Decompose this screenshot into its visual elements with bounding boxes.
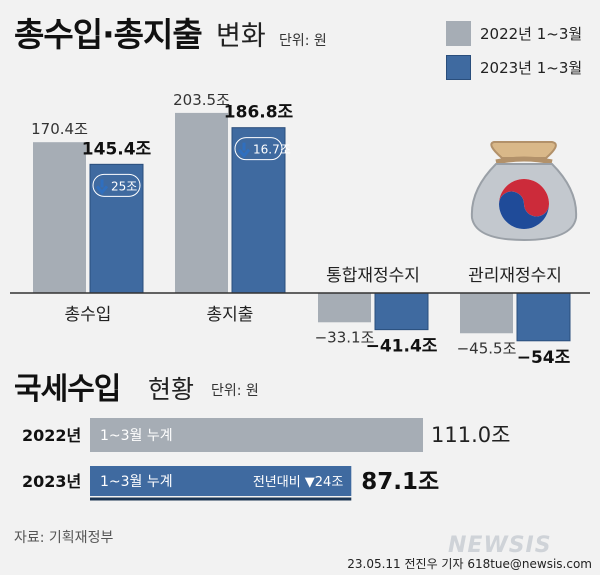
- legend-label-2023: 2023년 1~3월: [480, 59, 583, 77]
- change-label: 16.7조: [253, 143, 291, 157]
- tax-value-label: 111.0조: [431, 423, 510, 447]
- change-pill: [234, 137, 283, 161]
- bar-2023-0: [89, 163, 144, 294]
- tax-change-note: 전년대비 ▼24조: [253, 475, 344, 490]
- bar-2022-1: [175, 112, 228, 293]
- value-label-2022: 170.4조: [31, 120, 88, 138]
- value-label-2023: 145.4조: [82, 139, 152, 159]
- tax-year-label: 2023년: [22, 472, 81, 491]
- source-note: 자료: 기획재정부: [14, 530, 114, 546]
- legend-swatch-2023: [446, 55, 471, 80]
- legend-swatch-2022: [446, 21, 471, 46]
- down-arrow-icon: [95, 179, 109, 195]
- money-bag-icon: [470, 141, 578, 242]
- value-label-2023: −41.4조: [366, 337, 438, 357]
- bar-2022-3: [460, 293, 513, 334]
- value-label-2022: 203.5조: [173, 91, 230, 109]
- tax-unit-label: 단위: 원: [211, 383, 259, 399]
- newsis-watermark: NEWSIS: [448, 533, 552, 558]
- bar-2022-2: [318, 293, 371, 323]
- category-label: 통합재정수지: [326, 266, 420, 286]
- change-label: 25조: [111, 179, 137, 193]
- category-label: 총지출: [207, 305, 254, 325]
- category-label: 관리재정수지: [468, 266, 562, 286]
- tax-bar-1: [90, 466, 352, 496]
- tax-title: 국세수입: [14, 372, 121, 407]
- tax-year-label: 2022년: [22, 426, 81, 445]
- chart-title: 총수입·총지출: [14, 15, 203, 54]
- value-label-2022: −33.1조: [315, 328, 375, 346]
- legend-label-2022: 2022년 1~3월: [480, 25, 583, 43]
- tax-title-light: 현황: [148, 375, 195, 404]
- category-label: 총수입: [65, 305, 112, 325]
- unit-label: 단위: 원: [279, 33, 327, 49]
- tax-bar-text: 1~3월 누계: [100, 474, 173, 490]
- bar-2022-0: [33, 142, 86, 293]
- tax-bar-text: 1~3월 누계: [100, 428, 173, 444]
- chart-title-light: 변화: [216, 21, 266, 52]
- change-pill: [92, 173, 141, 197]
- tax-value-label: 87.1조: [361, 469, 439, 495]
- value-label-2022: −45.5조: [457, 339, 517, 357]
- down-arrow-icon: [237, 142, 251, 159]
- value-label-2023: −54조: [517, 348, 571, 368]
- bar-2023-3: [516, 292, 571, 342]
- bar-2023-2: [374, 292, 429, 331]
- tax-bar-0: [90, 418, 423, 452]
- value-label-2023: 186.8조: [224, 103, 294, 123]
- credit-line: 23.05.11 전진우 기자 618tue@newsis.com: [347, 557, 592, 571]
